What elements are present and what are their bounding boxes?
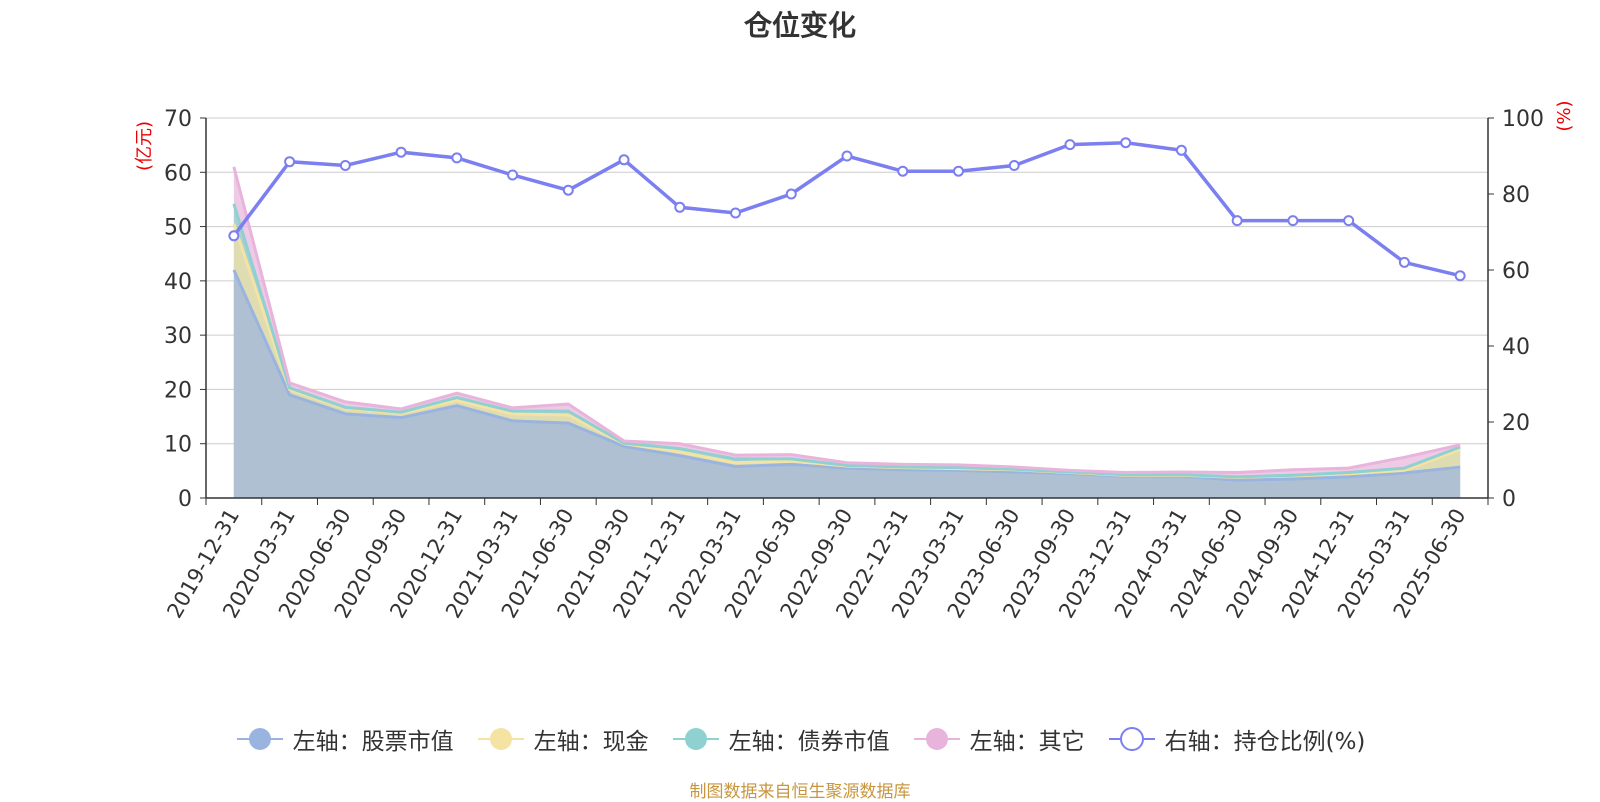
- line-point: [395, 146, 407, 158]
- legend-item[interactable]: 右轴：持仓比例(%): [1107, 722, 1366, 756]
- line-point: [674, 201, 686, 213]
- line-point: [1064, 139, 1076, 151]
- legend-label: 左轴：债券市值: [728, 729, 890, 755]
- source-note: 制图数据来自恒生聚源数据库: [689, 782, 911, 802]
- legend-label: 左轴：现金: [533, 729, 649, 755]
- line-point: [1231, 215, 1243, 227]
- legend-label: 左轴：股票市值: [292, 729, 454, 755]
- legend-item[interactable]: 左轴：其它: [912, 722, 1085, 756]
- y-left-tick-label: 20: [164, 378, 192, 403]
- line-point: [339, 160, 351, 171]
- y-left-tick-label: 70: [164, 107, 192, 132]
- chart-legend: 左轴：股票市值 左轴：现金 左轴：债券市值 左轴：其它 右轴：持仓比例(%): [0, 722, 1600, 756]
- line-point: [952, 165, 964, 177]
- area-line-左轴：债券市值: [232, 203, 1461, 479]
- legend-label: 右轴：持仓比例(%): [1164, 729, 1366, 755]
- y-right-tick-label: 80: [1502, 183, 1530, 208]
- line-point: [1343, 215, 1355, 227]
- legend-item[interactable]: 左轴：债券市值: [671, 722, 890, 756]
- line-point: [897, 165, 909, 177]
- y-left-tick-label: 0: [178, 487, 192, 512]
- y-right-tick-label: 20: [1502, 411, 1530, 436]
- y-left-tick-label: 30: [164, 324, 192, 349]
- chart-title: 仓位变化: [743, 9, 856, 42]
- line-point: [1008, 160, 1020, 171]
- line-point: [785, 188, 797, 200]
- legend-swatch: [1108, 727, 1155, 751]
- y-left-tick-label: 50: [164, 216, 192, 241]
- y-right-tick-label: 0: [1502, 487, 1516, 512]
- y-left-tick-label: 40: [164, 270, 192, 295]
- legend-swatch: [477, 728, 524, 750]
- line-point: [1175, 144, 1187, 156]
- line-point: [451, 152, 463, 164]
- y-left-tick-label: 10: [164, 433, 192, 458]
- legend-label: 左轴：其它: [969, 729, 1085, 755]
- line-point: [1287, 215, 1299, 227]
- y-right-tick-label: 40: [1502, 335, 1530, 360]
- area-line-左轴：其它: [232, 166, 1461, 474]
- line-point: [841, 150, 853, 162]
- legend-item[interactable]: 左轴：现金: [476, 722, 649, 756]
- line-point: [284, 156, 296, 168]
- line-point: [1120, 137, 1132, 149]
- area-左轴：股票市值: [233, 270, 1461, 498]
- legend-swatch: [913, 728, 960, 750]
- line-point: [1454, 270, 1466, 282]
- line-右轴：持仓比例(%): [232, 140, 1461, 278]
- line-point: [730, 207, 742, 219]
- y-right-axis-label: (%): [1554, 100, 1575, 131]
- y-right-tick-label: 100: [1502, 107, 1544, 132]
- line-point: [507, 169, 519, 181]
- area-line-左轴：股票市值: [232, 269, 1461, 482]
- line-point: [228, 230, 240, 242]
- line-point: [618, 154, 630, 166]
- line-point: [562, 184, 574, 196]
- line-point: [1398, 256, 1410, 268]
- y-left-axis-label: (亿元): [134, 121, 155, 171]
- y-left-tick-label: 60: [164, 161, 192, 186]
- legend-item[interactable]: 左轴：股票市值: [235, 722, 454, 756]
- legend-swatch: [236, 728, 283, 750]
- y-right-tick-label: 60: [1502, 259, 1530, 284]
- legend-swatch: [672, 728, 719, 750]
